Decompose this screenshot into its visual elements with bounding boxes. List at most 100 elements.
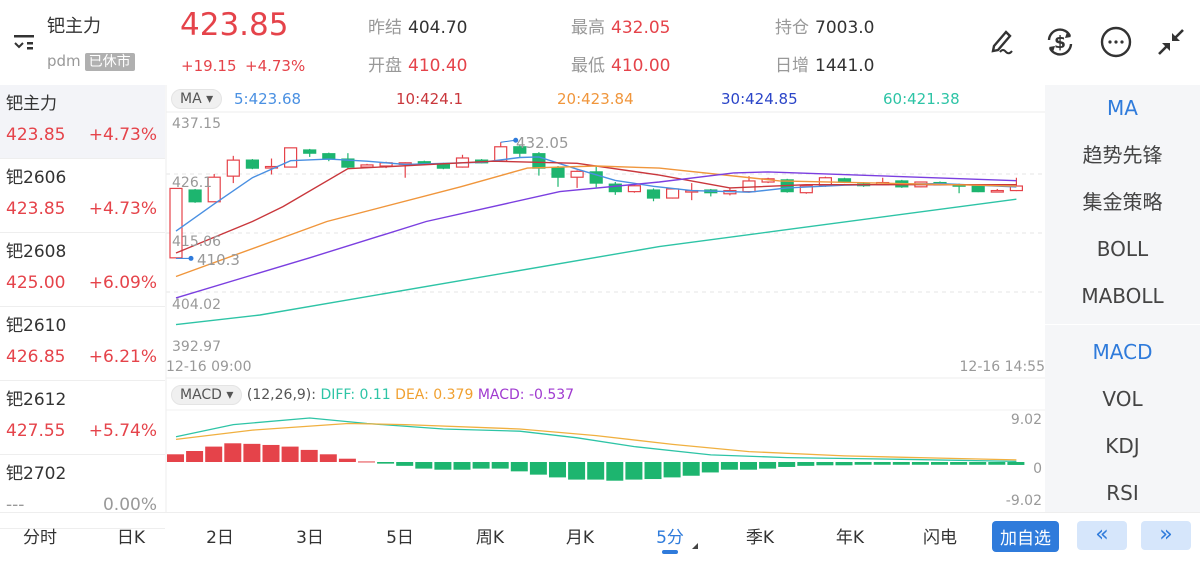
macd-bar bbox=[625, 462, 643, 480]
period-tab-label: 2日 bbox=[206, 528, 234, 548]
period-tab[interactable]: 周K bbox=[460, 523, 520, 548]
macd-dropdown[interactable]: MACD ▾ bbox=[171, 385, 243, 405]
ma-dropdown[interactable]: MA ▾ bbox=[171, 89, 223, 109]
list-toggle-icon[interactable] bbox=[12, 32, 38, 58]
contract-list-item[interactable]: 钯2610 426.85 +6.21% bbox=[0, 307, 165, 381]
period-tab[interactable]: 5日 bbox=[370, 523, 430, 548]
sub-indicator-option[interactable]: RSI bbox=[1106, 481, 1139, 505]
candlestick bbox=[608, 182, 622, 195]
period-tab[interactable]: 3日 bbox=[280, 523, 340, 548]
ma-legend-value: 60:421.38 bbox=[883, 90, 960, 108]
macd-bar bbox=[720, 462, 738, 470]
macd-bar bbox=[873, 462, 891, 465]
y-tick-label: 404.02 bbox=[172, 297, 221, 313]
more-circle-icon[interactable] bbox=[1099, 25, 1133, 63]
contract-item-quote: 425.00 +6.09% bbox=[6, 273, 157, 293]
macd-bar bbox=[205, 446, 223, 462]
macd-bar bbox=[911, 462, 929, 465]
ma-legend-value: 10:424.1 bbox=[396, 90, 464, 108]
contract-list-item[interactable]: 钯2702 --- 0.00% bbox=[0, 455, 165, 529]
contract-code: pdm 已休市 bbox=[47, 51, 135, 71]
high-marker-dot bbox=[513, 137, 519, 143]
contract-list-item[interactable]: 钯主力 423.85 +4.73% bbox=[0, 85, 165, 159]
dea-line bbox=[175, 422, 1017, 461]
contract-item-price: 423.85 bbox=[6, 125, 66, 145]
stat-item: 持仓 7003.0 bbox=[775, 13, 874, 38]
stat-label: 最高 bbox=[571, 18, 605, 38]
candle-body bbox=[226, 159, 240, 177]
macd-bar bbox=[510, 462, 528, 472]
kline-chart[interactable] bbox=[0, 0, 1045, 512]
active-tab-underline bbox=[662, 550, 678, 554]
price-change: +19.15 bbox=[181, 57, 237, 75]
period-tab[interactable]: 分时 bbox=[10, 523, 70, 548]
candlestick bbox=[284, 147, 298, 168]
macd-bar bbox=[606, 462, 624, 481]
contract-list-item[interactable]: 钯2608 425.00 +6.09% bbox=[0, 233, 165, 307]
macd-bar bbox=[568, 462, 586, 480]
sign-pen-icon[interactable] bbox=[988, 26, 1018, 60]
main-indicator-option[interactable]: BOLL bbox=[1096, 237, 1149, 261]
stat-value: 404.70 bbox=[408, 18, 468, 38]
sub-indicator-option[interactable]: KDJ bbox=[1105, 434, 1140, 458]
stat-value: 432.05 bbox=[611, 18, 671, 38]
main-indicator-option[interactable]: MABOLL bbox=[1081, 284, 1164, 308]
contract-item-name: 钯2702 bbox=[6, 464, 67, 484]
stat-item: 日增 1441.0 bbox=[775, 51, 874, 76]
main-indicator-selector[interactable]: MA ▾ bbox=[171, 88, 223, 109]
period-tab[interactable]: 5分 bbox=[640, 523, 700, 554]
macd-bar bbox=[797, 462, 815, 466]
period-tab[interactable]: 闪电 bbox=[910, 523, 970, 548]
diff-value: DIFF: 0.11 bbox=[320, 387, 391, 403]
candle-body bbox=[303, 149, 317, 154]
ma-line-20 bbox=[175, 165, 1017, 278]
macd-dropdown-label: MACD bbox=[180, 387, 222, 403]
period-tab[interactable]: 季K bbox=[730, 523, 790, 548]
candlestick bbox=[264, 158, 279, 175]
contract-item-quote: 423.85 +4.73% bbox=[6, 125, 157, 145]
main-indicator-option[interactable]: 趋势先锋 bbox=[1082, 143, 1163, 167]
macd-bar bbox=[816, 462, 834, 466]
contract-list-item[interactable]: 钯2606 423.85 +4.73% bbox=[0, 159, 165, 233]
candle-body bbox=[551, 167, 565, 178]
period-tab[interactable]: 2日 bbox=[190, 523, 250, 548]
ma-line-30 bbox=[175, 171, 1017, 299]
next-button[interactable]: » bbox=[1141, 521, 1191, 550]
sub-indicator-option[interactable]: VOL bbox=[1102, 387, 1143, 411]
prev-button[interactable]: « bbox=[1077, 521, 1127, 550]
main-indicator-option[interactable]: MA bbox=[1107, 96, 1138, 120]
candlestick bbox=[589, 166, 603, 188]
candlestick bbox=[704, 188, 718, 197]
period-tab[interactable]: 月K bbox=[550, 523, 610, 548]
macd-bar bbox=[319, 454, 337, 462]
last-price: 423.85 bbox=[180, 7, 289, 43]
contract-item-name: 钯主力 bbox=[6, 94, 57, 114]
period-tab-label: 分时 bbox=[23, 528, 57, 548]
low-marker-dot bbox=[188, 255, 194, 261]
macd-bar bbox=[358, 461, 375, 463]
status-badge: 已休市 bbox=[84, 53, 135, 71]
macd-bar bbox=[529, 462, 547, 475]
contract-list-item[interactable]: 钯2612 427.55 +5.74% bbox=[0, 381, 165, 455]
contract-item-pct: 0.00% bbox=[102, 495, 157, 515]
macd-bar bbox=[338, 458, 356, 462]
contract-list: 钯主力 423.85 +4.73% 钯2606 423.85 +4.73% 钯2608 425… bbox=[0, 85, 165, 529]
high-marker-line bbox=[500, 139, 516, 143]
period-tab[interactable]: 日K bbox=[101, 523, 161, 548]
macd-bar bbox=[587, 462, 605, 480]
candlestick bbox=[551, 165, 565, 187]
candlestick bbox=[303, 148, 317, 157]
currency-exchange-icon[interactable]: $ bbox=[1043, 25, 1077, 63]
candlestick bbox=[226, 155, 240, 184]
macd-bar bbox=[663, 462, 681, 478]
main-indicator-option[interactable]: 集金策略 bbox=[1082, 190, 1163, 214]
collapse-arrows-icon[interactable] bbox=[1155, 26, 1187, 62]
candle-body bbox=[207, 176, 221, 203]
macd-bar bbox=[644, 462, 662, 480]
period-tab[interactable]: 年K bbox=[820, 523, 880, 548]
macd-bar bbox=[835, 462, 853, 466]
sub-indicator-option[interactable]: MACD bbox=[1092, 340, 1153, 364]
macd-bar bbox=[415, 462, 433, 469]
add-watchlist-button[interactable]: 加自选 bbox=[992, 521, 1059, 552]
macd-bar bbox=[491, 462, 509, 469]
